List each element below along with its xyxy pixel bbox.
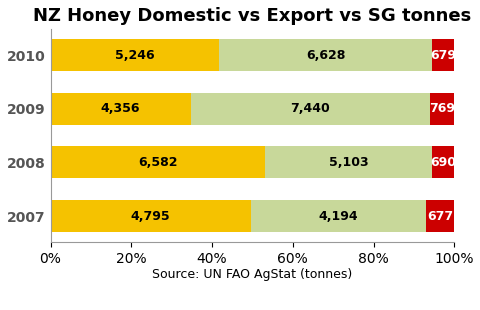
Bar	[251, 200, 425, 232]
Text: 4,194: 4,194	[318, 210, 358, 223]
Bar	[50, 93, 190, 125]
Legend: Domestic, Export, Singapore: Domestic, Export, Singapore	[106, 308, 398, 310]
Text: 4,795: 4,795	[131, 210, 170, 223]
Bar	[50, 39, 219, 71]
Bar	[432, 39, 454, 71]
Text: 7,440: 7,440	[289, 102, 329, 115]
Text: 690: 690	[429, 156, 455, 169]
Bar	[431, 146, 454, 179]
Text: 5,103: 5,103	[328, 156, 368, 169]
Bar	[429, 93, 454, 125]
Bar	[265, 146, 431, 179]
Title: NZ Honey Domestic vs Export vs SG tonnes: NZ Honey Domestic vs Export vs SG tonnes	[33, 7, 470, 25]
Bar	[50, 146, 265, 179]
Text: 5,246: 5,246	[115, 49, 155, 62]
Text: 4,356: 4,356	[101, 102, 140, 115]
Text: 6,582: 6,582	[138, 156, 177, 169]
Text: 679: 679	[430, 49, 456, 62]
Bar	[219, 39, 432, 71]
Bar	[425, 200, 454, 232]
Text: 769: 769	[428, 102, 454, 115]
Bar	[190, 93, 429, 125]
Bar	[50, 200, 251, 232]
Text: 6,628: 6,628	[306, 49, 345, 62]
X-axis label: Source: UN FAO AgStat (tonnes): Source: UN FAO AgStat (tonnes)	[152, 268, 352, 281]
Text: 677: 677	[426, 210, 452, 223]
